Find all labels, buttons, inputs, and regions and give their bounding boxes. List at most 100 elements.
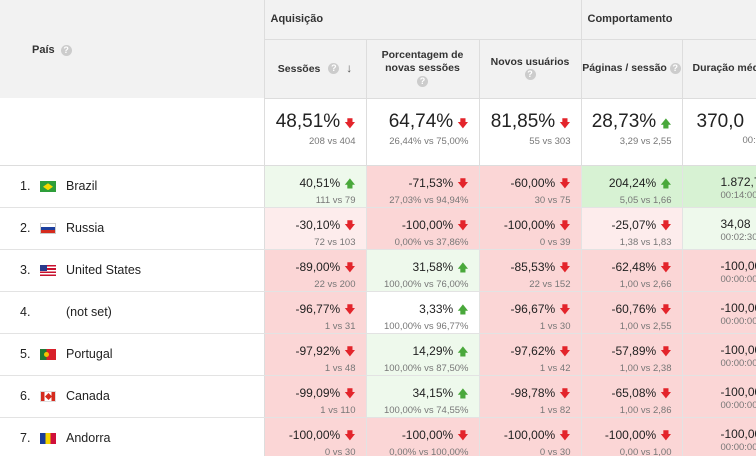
total-value: 28,73%: [591, 110, 657, 132]
pages-per-session-column-header[interactable]: Páginas / sessão ?: [580, 39, 682, 99]
metric-compare: 1,00 vs 2,38: [619, 362, 672, 374]
metric-compare: 1 vs 30: [539, 320, 571, 332]
arrow-down-icon: 🡇: [457, 117, 469, 130]
metric-value: 14,29%: [412, 343, 454, 358]
metric-cell: -25,07% 🡇 1,38 vs 1,83: [580, 207, 682, 250]
arrow-down-icon: 🡇: [344, 219, 356, 232]
new-sessions-column-header[interactable]: Porcentagem de novas sessões ?: [365, 39, 479, 99]
table-row[interactable]: 5. Portugal -97,92% 🡇 1 vs 48 14,29% 🡅 100,00% …: [0, 333, 756, 376]
arrow-up-icon: 🡅: [660, 177, 672, 190]
arrow-down-icon: 🡇: [559, 219, 571, 232]
total-compare: 3,29 vs 2,55: [619, 135, 672, 147]
metric-cell: -100,00% 🡇 0,00% vs 100,00%: [365, 417, 479, 456]
arrow-down-icon: 🡇: [344, 387, 356, 400]
sessions-column-header[interactable]: Sessões ? ↓: [263, 39, 366, 99]
metric-compare: 00:00:00 vs 0: [720, 399, 756, 411]
metric-value: -60,00%: [510, 175, 556, 190]
table-row[interactable]: 3. United States -89,00% 🡇 22 vs 200 31,58% 🡅 1…: [0, 249, 756, 292]
help-icon[interactable]: ?: [524, 69, 536, 81]
sort-descending-icon[interactable]: ↓: [346, 60, 353, 75]
total-cell: 28,73% 🡅 3,29 vs 2,55: [580, 98, 682, 166]
arrow-up-icon: 🡅: [457, 345, 469, 358]
metric-compare: 1 vs 48: [324, 362, 356, 374]
row-index: 5.: [20, 347, 31, 361]
metric-value: -97,92%: [295, 343, 341, 358]
metric-cell: -100,00% 🡇 0,00 vs 1,00: [580, 417, 682, 456]
metric-value: 40,51%: [299, 175, 341, 190]
table-row[interactable]: 2. Russia -30,10% 🡇 72 vs 103 -100,00% 🡇 0,00% …: [0, 207, 756, 250]
help-icon[interactable]: ?: [669, 62, 681, 74]
table-row[interactable]: 4. (not set) -96,77% 🡇 1 vs 31 3,33% 🡅 100,00% …: [0, 291, 756, 334]
metric-value: 34,08: [720, 216, 751, 231]
country-link[interactable]: Portugal: [66, 347, 113, 361]
metric-compare: 1 vs 110: [320, 404, 356, 416]
country-link[interactable]: Canada: [66, 389, 110, 403]
metric-compare: 1,00 vs 2,66: [619, 278, 672, 290]
metric-value: -99,09%: [295, 385, 341, 400]
totals-row: 48,51% 🡇 208 vs 404 64,74% 🡇 26,44% vs 75,00…: [0, 98, 756, 166]
row-index: 4.: [20, 305, 31, 319]
metric-cell: 1.872,7600:14:00 vs 0: [681, 165, 756, 208]
metric-value: -100,00: [720, 426, 756, 441]
metric-value: -98,78%: [510, 385, 556, 400]
metric-compare: 0,00 vs 1,00: [619, 446, 672, 456]
metric-compare: 72 vs 103: [314, 236, 356, 248]
avg-session-duration-column-header[interactable]: Duração média da sessão: [681, 39, 756, 99]
metric-value: -60,76%: [611, 301, 657, 316]
metric-cell: 40,51% 🡅 111 vs 79: [263, 165, 366, 208]
arrow-down-icon: 🡇: [344, 345, 356, 358]
arrow-down-icon: 🡇: [660, 387, 672, 400]
metric-cell: -60,76% 🡇 1,00 vs 2,55: [580, 291, 682, 334]
row-index: 1.: [20, 179, 31, 193]
help-icon[interactable]: ?: [60, 44, 72, 56]
metric-value: -100,00%: [401, 427, 454, 442]
country-column-header[interactable]: País?: [0, 0, 265, 98]
metric-cell: -57,89% 🡇 1,00 vs 2,38: [580, 333, 682, 376]
country-link[interactable]: (not set): [66, 305, 112, 319]
metric-compare: 00:00:00 vs 0: [720, 441, 756, 453]
country-link[interactable]: Brazil: [66, 179, 98, 193]
metric-compare: 5,05 vs 1,66: [619, 194, 672, 206]
metric-value: -57,89%: [611, 343, 657, 358]
metric-compare: 0,00% vs 37,86%: [394, 236, 469, 248]
metric-compare: 0 vs 39: [539, 236, 571, 248]
arrow-up-icon: 🡅: [457, 303, 469, 316]
row-index: 6.: [20, 389, 31, 403]
total-cell: 370,0 00:0: [681, 98, 756, 166]
metric-compare: 100,00% vs 76,00%: [383, 278, 469, 290]
total-compare: 00:0: [742, 134, 756, 146]
total-value: 64,74%: [388, 110, 454, 132]
arrow-down-icon: 🡇: [559, 261, 571, 274]
table-row[interactable]: 7. Andorra -100,00% 🡇 0 vs 30 -100,00% 🡇 0,00% …: [0, 417, 756, 456]
table-row[interactable]: 6. Canada -99,09% 🡇 1 vs 110 34,15% 🡅 100,00% v…: [0, 375, 756, 418]
metric-cell: -97,92% 🡇 1 vs 48: [263, 333, 366, 376]
arrow-up-icon: 🡅: [457, 261, 469, 274]
metric-cell: -97,62% 🡇 1 vs 42: [478, 333, 581, 376]
metric-value: -96,77%: [295, 301, 341, 316]
help-icon[interactable]: ?: [328, 63, 340, 75]
country-cell: 4. (not set): [0, 291, 265, 334]
metric-value: -100,00: [720, 342, 756, 357]
metric-compare: 100,00% vs 87,50%: [383, 362, 469, 374]
arrow-down-icon: 🡇: [660, 303, 672, 316]
arrow-down-icon: 🡇: [559, 303, 571, 316]
arrow-up-icon: 🡅: [344, 177, 356, 190]
country-cell: 7. Andorra: [0, 417, 265, 456]
country-link[interactable]: Russia: [66, 221, 105, 235]
acquisition-group-header: Aquisição: [263, 0, 581, 40]
country-cell: 1. Brazil: [0, 165, 265, 208]
pages-per-session-header-label: Páginas / sessão: [582, 62, 667, 74]
help-icon[interactable]: ?: [417, 75, 428, 87]
metric-cell: -62,48% 🡇 1,00 vs 2,66: [580, 249, 682, 292]
country-link[interactable]: Andorra: [66, 431, 111, 445]
table-row[interactable]: 1. Brazil 40,51% 🡅 111 vs 79 -71,53% 🡇 27,03% v…: [0, 165, 756, 208]
flag-us-icon: [40, 265, 56, 277]
metric-cell: -60,00% 🡇 30 vs 75: [478, 165, 581, 208]
country-link[interactable]: United States: [66, 263, 142, 277]
arrow-down-icon: 🡇: [660, 261, 672, 274]
metric-compare: 27,03% vs 94,94%: [389, 194, 469, 206]
arrow-down-icon: 🡇: [559, 117, 571, 130]
metric-compare: 0 vs 30: [539, 446, 571, 456]
new-users-column-header[interactable]: Novos usuários ?: [478, 39, 581, 99]
